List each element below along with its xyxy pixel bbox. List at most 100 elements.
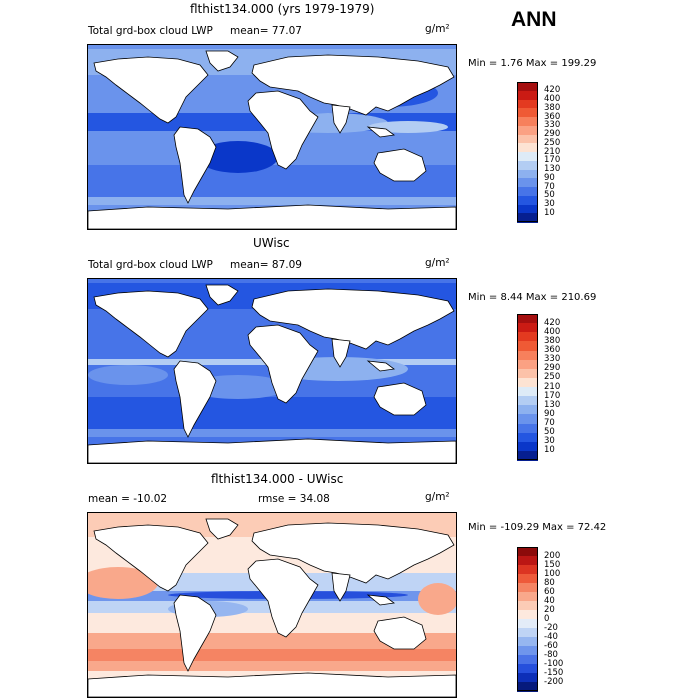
land-outline — [205, 284, 239, 306]
panel2-map — [87, 278, 457, 464]
colorbar-swatch — [517, 423, 538, 434]
colorbar-tick-label: 130 — [544, 399, 561, 410]
colorbar-tick-label: 30 — [544, 199, 555, 209]
colorbar-tick-label: 50 — [544, 190, 555, 201]
land-outline — [373, 616, 427, 650]
colorbar-swatch — [517, 592, 538, 602]
land-outline — [88, 204, 456, 229]
colorbar-swatch — [517, 396, 538, 406]
colorbar-swatch — [517, 341, 538, 351]
colorbar-swatch — [517, 637, 538, 647]
colorbar-swatch — [517, 565, 538, 575]
colorbar-swatch — [517, 432, 538, 443]
panel2-variable-label: Total grd-box cloud LWP — [88, 259, 213, 271]
panel1-variable-label: Total grd-box cloud LWP — [88, 25, 213, 37]
panel3-map-graphic — [88, 513, 456, 697]
land-outline — [93, 56, 209, 124]
land-outline — [173, 360, 217, 438]
colorbar-tick-label: 170 — [544, 155, 561, 166]
land-outline — [373, 382, 427, 416]
colorbar-tick-label: 250 — [544, 137, 561, 148]
panel1-map — [87, 44, 457, 230]
colorbar-swatch — [517, 387, 538, 397]
colorbar-tick-label: 50 — [544, 427, 555, 438]
panel3-rmse: rmse = 34.08 — [258, 493, 330, 505]
colorbar-tick-label: 150 — [544, 559, 561, 570]
colorbar-swatch — [517, 610, 538, 620]
colorbar-tick-label: 250 — [544, 372, 561, 383]
colorbar-swatch — [517, 314, 538, 324]
colorbar-swatch — [517, 187, 538, 197]
colorbar-tick-label: 20 — [544, 604, 555, 615]
colorbar-tick-label: -150 — [544, 667, 564, 678]
panel2-title: UWisc — [253, 236, 290, 250]
panel3-title: flthist134.000 - UWisc — [211, 472, 344, 486]
colorbar-swatch — [517, 108, 538, 118]
colorbar-tick-label: 100 — [544, 568, 561, 579]
land-outline — [366, 594, 396, 606]
colorbar-tick-label: 290 — [544, 129, 561, 139]
panel3-mean: mean = -10.02 — [88, 493, 168, 505]
panel3-units: g/m² — [425, 491, 450, 503]
land-outline — [173, 594, 217, 672]
land-outline — [366, 360, 396, 372]
land-outline — [247, 558, 319, 638]
colorbar-tick-label: 380 — [544, 335, 561, 346]
colorbar-tick-label: 10 — [544, 445, 555, 456]
panel3-colorbar: 200 150 100 80 60 40 20 0 -20 -40 -60 -80 -100 -150 -2… — [517, 547, 577, 692]
colorbar-tick-label: 10 — [544, 207, 555, 218]
colorbar-tick-label: 0 — [544, 613, 550, 624]
colorbar-tick-label: 80 — [544, 577, 555, 588]
colorbar-swatch — [517, 405, 538, 415]
colorbar-tick-label: 70 — [544, 418, 555, 428]
colorbar-tick-label: 40 — [544, 595, 555, 606]
colorbar-tick-label: 380 — [544, 102, 561, 113]
colorbar-swatch — [517, 673, 538, 683]
colorbar-swatch — [517, 441, 538, 452]
colorbar-frame — [517, 547, 538, 691]
colorbar-tick-label: 420 — [544, 317, 561, 328]
panel1-units: g/m² — [425, 23, 450, 35]
colorbar-swatch — [517, 664, 538, 674]
land-outline — [373, 148, 427, 182]
colorbar-swatch — [517, 82, 538, 92]
colorbar-frame — [517, 314, 538, 460]
colorbar-tick-label: 330 — [544, 354, 561, 365]
colorbar-swatch — [517, 178, 538, 188]
land-outline — [331, 338, 351, 368]
colorbar-swatch — [517, 213, 538, 223]
colorbar-tick-label: 130 — [544, 164, 561, 174]
colorbar-swatch — [517, 204, 538, 214]
colorbar-swatch — [517, 556, 538, 566]
colorbar-tick-label: -80 — [544, 649, 558, 660]
colorbar-tick-label: 400 — [544, 94, 561, 104]
colorbar-swatch — [517, 323, 538, 333]
colorbar-swatch — [517, 377, 538, 388]
colorbar-tick-label: 30 — [544, 436, 555, 447]
colorbar-swatch — [517, 169, 538, 179]
colorbar-tick-label: -20 — [544, 622, 558, 633]
panel2-mean: mean= 87.09 — [230, 259, 302, 271]
land-outline — [331, 572, 351, 602]
colorbar-swatch — [517, 414, 538, 424]
panel2-units: g/m² — [425, 257, 450, 269]
panel1-title: flthist134.000 (yrs 1979-1979) — [190, 2, 375, 16]
colorbar-tick-label: 360 — [544, 111, 561, 122]
panel3-minmax: Min = -109.29 Max = 72.42 — [468, 522, 607, 533]
panel2-map-graphic — [88, 279, 456, 463]
season-label: ANN — [511, 8, 557, 31]
colorbar-swatch — [517, 583, 538, 593]
colorbar-tick-label: 200 — [544, 550, 561, 561]
colorbar-tick-label: 90 — [544, 408, 555, 419]
colorbar-swatch — [517, 160, 538, 170]
land-outline — [247, 324, 319, 404]
panel1-colorbar: 420 400 380 360 330 290 250 210 170 130 90 70 50 30 10 — [517, 82, 577, 223]
land-outline — [331, 104, 351, 134]
land-outline — [205, 518, 239, 540]
colorbar-swatch — [517, 547, 538, 557]
colorbar-swatch — [517, 574, 538, 584]
colorbar-swatch — [517, 619, 538, 629]
colorbar-tick-label: 170 — [544, 390, 561, 401]
colorbar-swatch — [517, 117, 538, 127]
colorbar-tick-label: 420 — [544, 85, 561, 96]
